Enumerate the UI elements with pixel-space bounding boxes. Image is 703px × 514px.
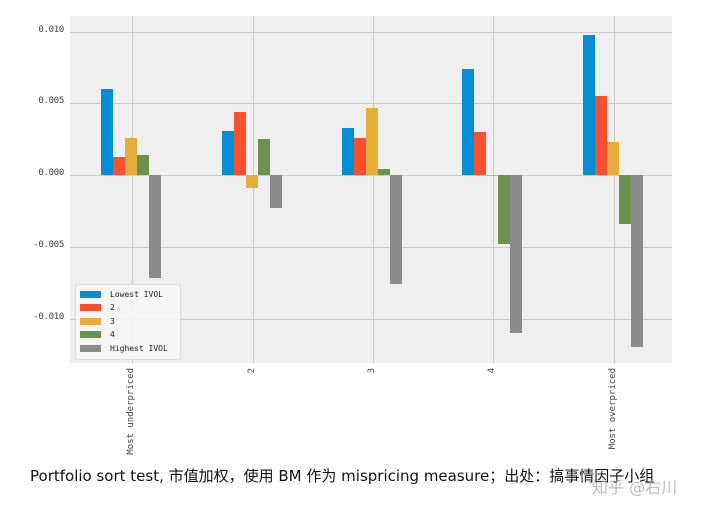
bar bbox=[474, 132, 487, 176]
legend-label: 2 bbox=[110, 303, 115, 312]
x-gridline bbox=[493, 16, 495, 363]
x-tick-label: Most overpriced bbox=[607, 368, 618, 450]
legend-item: 2 bbox=[80, 302, 115, 314]
x-tick-label: Most underpriced bbox=[126, 368, 137, 455]
bar bbox=[257, 139, 270, 176]
bar bbox=[390, 175, 402, 285]
legend-label: Lowest IVOL bbox=[110, 289, 163, 299]
bar bbox=[269, 175, 282, 209]
y-tick-label: -0.005 bbox=[33, 239, 64, 250]
bar bbox=[510, 175, 523, 333]
bar bbox=[582, 34, 595, 176]
y-tick-label: -0.010 bbox=[33, 311, 64, 322]
bar bbox=[606, 142, 619, 176]
y-gridline bbox=[70, 31, 672, 33]
x-gridline bbox=[373, 16, 374, 363]
bar bbox=[233, 112, 246, 176]
bar bbox=[137, 155, 150, 176]
bar bbox=[149, 175, 162, 279]
y-tick-label: 0.005 bbox=[38, 96, 64, 107]
bar bbox=[245, 175, 258, 189]
legend: Lowest IVOL 2 3 4 Highest IVOL bbox=[75, 284, 181, 360]
bar bbox=[630, 175, 643, 348]
x-gridline bbox=[132, 16, 134, 363]
y-tick-label: 0.010 bbox=[38, 24, 64, 35]
figure-caption: Portfolio sort test, 市值加权，使用 BM 作为 mispr… bbox=[30, 467, 655, 485]
legend-item: Highest IVOL bbox=[80, 342, 168, 354]
x-gridline bbox=[613, 16, 615, 363]
legend-item: 3 bbox=[80, 315, 115, 327]
bar-chart-figure: Lowest IVOL 2 3 4 Highest IVOL 0.010 0.005 0.0… bbox=[33, 16, 672, 455]
watermark: 知乎 @右川 bbox=[592, 478, 678, 497]
y-gridline bbox=[70, 318, 672, 320]
bar bbox=[378, 169, 390, 176]
y-gridline bbox=[70, 103, 672, 105]
x-tick-label: 2 bbox=[246, 368, 257, 374]
bar bbox=[125, 137, 138, 176]
y-tick-label: 0.000 bbox=[38, 168, 64, 179]
bar bbox=[113, 156, 126, 176]
y-gridline bbox=[70, 175, 672, 177]
bar bbox=[354, 137, 366, 176]
x-tick-label: 3 bbox=[367, 368, 377, 374]
legend-swatch bbox=[80, 317, 101, 325]
legend-label: Highest IVOL bbox=[110, 343, 168, 353]
bar bbox=[366, 107, 378, 176]
bar bbox=[486, 175, 499, 177]
bar bbox=[594, 96, 607, 176]
bar bbox=[462, 69, 475, 176]
bar bbox=[342, 127, 354, 176]
bar bbox=[498, 175, 511, 244]
legend-item: Lowest IVOL bbox=[80, 288, 163, 300]
legend-label: 4 bbox=[110, 330, 115, 339]
bar bbox=[221, 130, 234, 176]
legend-swatch bbox=[80, 344, 101, 352]
legend-swatch bbox=[80, 290, 101, 298]
x-gridline bbox=[252, 16, 254, 363]
legend-item: 4 bbox=[80, 329, 115, 341]
y-gridline bbox=[70, 246, 672, 248]
legend-swatch bbox=[80, 331, 101, 338]
legend-label: 3 bbox=[110, 316, 115, 326]
bar bbox=[101, 89, 114, 176]
x-tick-label: 4 bbox=[487, 368, 498, 374]
bar bbox=[618, 175, 631, 224]
legend-swatch bbox=[80, 304, 101, 311]
